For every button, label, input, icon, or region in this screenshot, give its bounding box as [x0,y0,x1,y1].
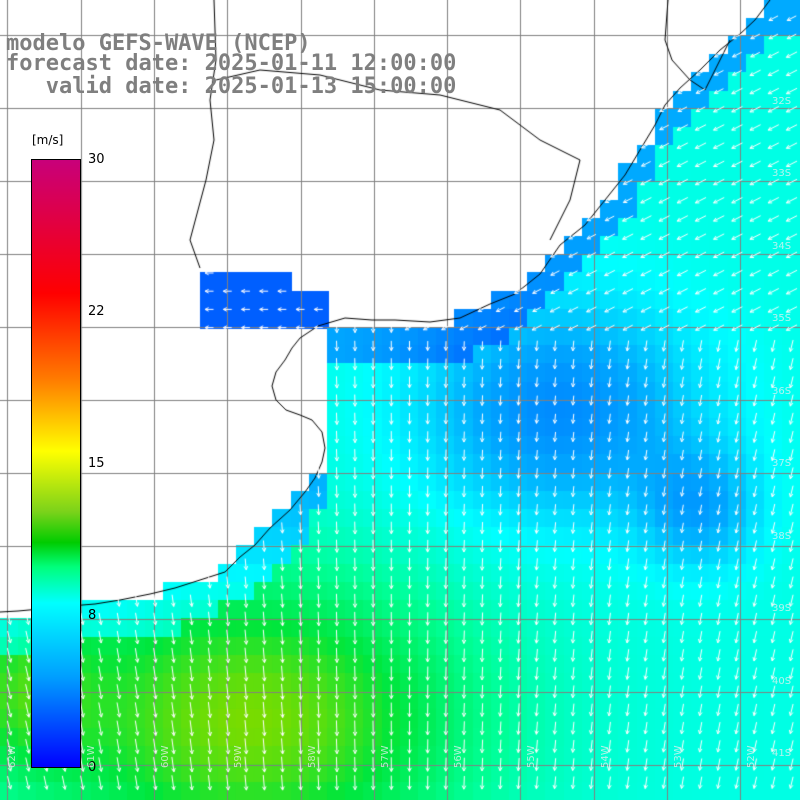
colorbar-label-22: 22 [88,304,105,319]
lat-label: 33S [772,168,792,179]
colorbar-label-30: 30 [88,152,105,167]
lon-label: 57W [380,745,391,768]
lon-label: 60W [160,745,171,768]
valid-date: valid date: 2025-01-13 15:00:00 [6,74,457,99]
lon-label: 54W [600,745,611,768]
lon-label: 58W [307,745,318,768]
lon-label: 59W [233,745,244,768]
lon-label: 52W [746,745,757,768]
lon-label: 55W [526,745,537,768]
lat-label: 39S [772,603,792,614]
lat-label: 40S [772,676,792,687]
colorbar-label-15: 15 [88,456,105,471]
colorbar [31,159,81,768]
lon-label: 53W [673,745,684,768]
forecast-date: forecast date: 2025-01-11 12:00:00 [6,51,457,76]
lat-label: 32S [772,96,792,107]
lat-label: 38S [772,531,792,542]
model-title: modelo GEFS-WAVE (NCEP) [6,31,311,56]
lat-label: 34S [772,241,792,252]
lon-label: 61W [86,745,97,768]
colorbar-label-0: 0 [88,760,97,775]
lat-label: 35S [772,313,792,324]
lon-label: 62W [7,745,18,768]
lat-label: 41S [772,748,792,759]
colorbar-label-8: 8 [88,608,97,623]
colorbar-unit: [m/s] [32,133,64,147]
lat-label: 37S [772,458,792,469]
lon-label: 56W [453,745,464,768]
lat-label: 36S [772,386,792,397]
